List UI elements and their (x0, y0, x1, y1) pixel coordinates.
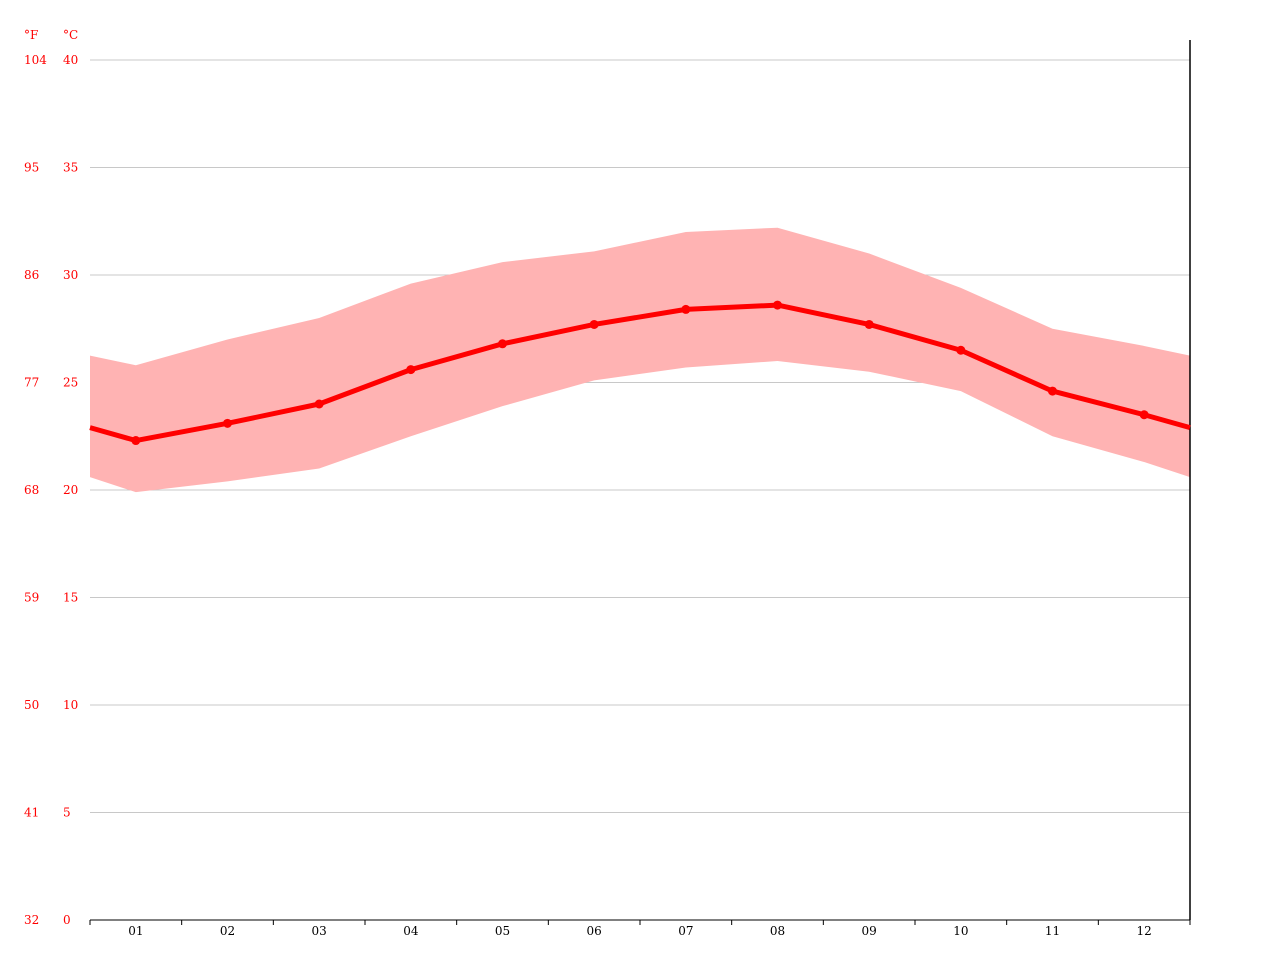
y-tick-label-fahrenheit: 77 (24, 376, 39, 390)
y-tick-label-celsius: 0 (63, 913, 71, 927)
data-point (131, 436, 141, 446)
y-tick-label-celsius: 30 (63, 268, 78, 282)
y-tick-label-fahrenheit: 86 (24, 268, 39, 282)
y-tick-label-celsius: 20 (63, 483, 78, 497)
mean-temperature-series (89, 300, 1191, 446)
range-band-area (90, 227, 1190, 493)
x-tick-label: 12 (1137, 924, 1152, 938)
data-point (773, 300, 782, 310)
axes (89, 40, 1191, 925)
data-point (681, 304, 691, 314)
y-tick-label-celsius: 10 (63, 698, 78, 712)
data-point (956, 345, 966, 355)
data-point (406, 365, 416, 375)
data-point (589, 319, 599, 329)
fahrenheit-unit-label: °F (24, 28, 38, 42)
x-tick-label: 03 (312, 924, 327, 938)
celsius-unit-label: °C (63, 28, 78, 42)
y-tick-label-fahrenheit: 104 (24, 53, 47, 67)
series-line (89, 302, 1191, 444)
x-tick-label: 09 (862, 924, 877, 938)
x-tick-label: 02 (220, 924, 235, 938)
x-tick-label: 07 (678, 924, 693, 938)
x-tick-label: 01 (128, 924, 143, 938)
data-point (1139, 410, 1149, 420)
y-tick-label-fahrenheit: 50 (24, 698, 39, 712)
y-tick-label-celsius: 15 (63, 591, 78, 605)
y-tick-label-fahrenheit: 95 (24, 161, 39, 175)
x-tick-label: 10 (953, 924, 968, 938)
y-tick-label-celsius: 25 (63, 376, 78, 390)
x-tick-label: 05 (495, 924, 510, 938)
y-tick-label-fahrenheit: 32 (24, 913, 39, 927)
temperature-range-band (90, 227, 1190, 493)
x-tick-label: 11 (1045, 924, 1060, 938)
y-tick-label-celsius: 35 (63, 161, 78, 175)
y-tick-label-celsius: 5 (63, 806, 71, 820)
data-point (314, 399, 324, 409)
x-tick-label: 04 (403, 924, 419, 938)
y-tick-label-fahrenheit: 59 (24, 591, 39, 605)
y-tick-label-celsius: 40 (63, 53, 78, 67)
data-point (498, 339, 507, 349)
x-tick-label: 08 (770, 924, 785, 938)
y-tick-label-fahrenheit: 68 (24, 483, 39, 497)
data-point (864, 319, 874, 329)
y-tick-label-fahrenheit: 41 (24, 806, 39, 820)
data-point (223, 418, 232, 428)
data-point (1048, 386, 1057, 396)
x-tick-label: 06 (587, 924, 602, 938)
tick-labels: °F °C 0 32 5 41 10 50 15 59 20 68 25 77 30 86 35 95 40 10… (24, 28, 1152, 938)
